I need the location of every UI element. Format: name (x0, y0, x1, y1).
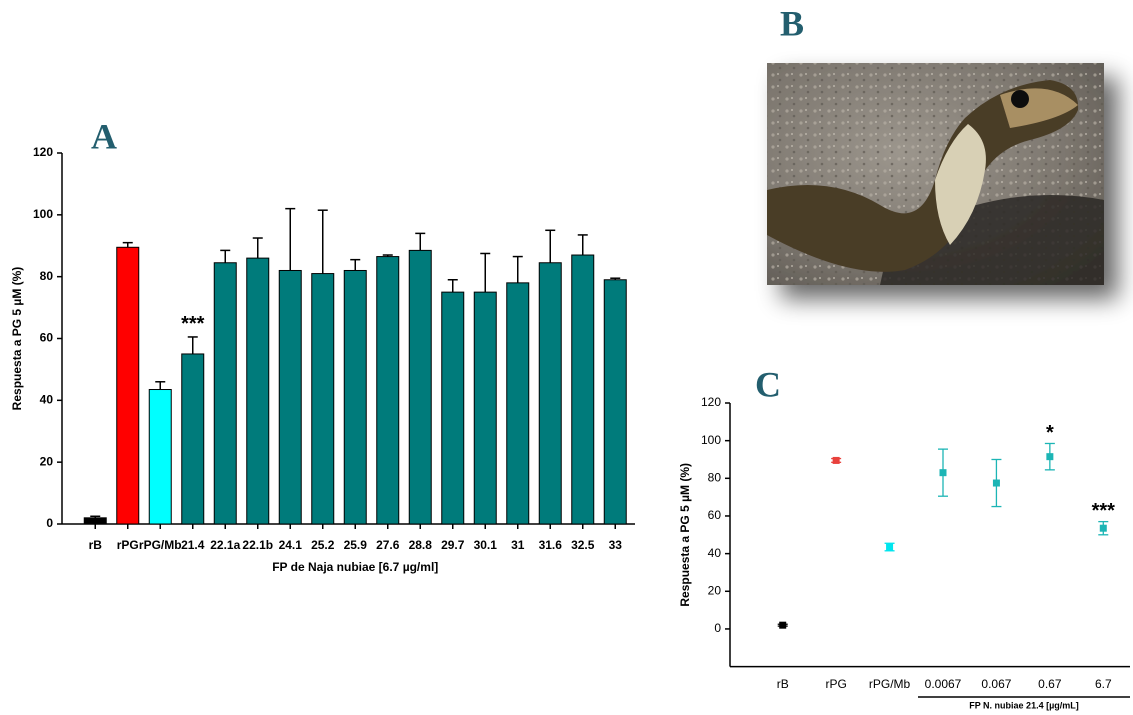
y-axis-label: Respuesta a PG 5 µM (%) (10, 267, 24, 411)
y-tick-label: 60 (708, 508, 722, 522)
x-tick-label: 22.1a (210, 538, 240, 552)
x-tick-label: 22.1b (242, 538, 273, 552)
photo (767, 63, 1104, 285)
x-tick-label: rB (777, 677, 789, 691)
x-tick-label: 24.1 (279, 538, 303, 552)
y-tick-label: 120 (701, 395, 721, 409)
x-tick-label: 31 (511, 538, 525, 552)
y-tick-label: 40 (708, 546, 722, 560)
bar (213, 262, 237, 525)
x-tick-label: 25.9 (344, 538, 368, 552)
y-tick-label: 80 (708, 470, 722, 484)
y-tick-label: 0 (714, 621, 721, 635)
point (1046, 453, 1054, 461)
y-tick-label: 40 (40, 393, 54, 407)
x-tick-label: 21.4 (181, 538, 205, 552)
x-tick-label: 33 (609, 538, 623, 552)
bar (473, 291, 497, 525)
y-tick-label: 100 (33, 207, 53, 221)
bar (311, 273, 335, 525)
y-tick-label: 80 (40, 269, 54, 283)
bar (343, 269, 367, 525)
annotation: * (1046, 422, 1054, 444)
x-tick-label: 28.8 (409, 538, 433, 552)
bar (538, 262, 562, 525)
annotation: *** (181, 313, 205, 335)
x-axis-label: FP N. nubiae 21.4 [µg/mL] (969, 700, 1079, 710)
bar (441, 291, 465, 525)
x-tick-label: 0.67 (1038, 677, 1062, 691)
x-tick-label: rPG/Mb (139, 538, 182, 552)
bar (571, 254, 595, 525)
y-tick-label: 100 (701, 433, 721, 447)
bar (83, 517, 107, 525)
y-tick-label: 20 (40, 454, 54, 468)
bar (376, 256, 400, 525)
point (832, 456, 840, 464)
panel-label: A (91, 116, 117, 156)
point (939, 469, 947, 477)
panel-label: C (755, 364, 781, 404)
bar (278, 269, 302, 525)
annotation: *** (1092, 500, 1116, 522)
point (779, 621, 787, 629)
x-tick-label: 27.6 (376, 538, 400, 552)
y-tick-label: 60 (40, 331, 54, 345)
x-tick-label: 6.7 (1095, 677, 1112, 691)
point (1099, 524, 1107, 532)
x-tick-label: 31.6 (539, 538, 563, 552)
x-tick-label: rPG/Mb (869, 677, 911, 691)
bar (506, 282, 530, 525)
x-tick-label: 30.1 (474, 538, 498, 552)
point (886, 543, 894, 551)
bar (148, 389, 172, 525)
x-tick-label: 32.5 (571, 538, 595, 552)
x-axis-label: FP de Naja nubiae [6.7 µg/ml] (272, 560, 438, 574)
x-tick-label: rB (89, 538, 103, 552)
x-tick-label: rPG (825, 677, 846, 691)
bar (246, 257, 270, 525)
x-tick-label: 0.0067 (925, 677, 962, 691)
bar (116, 246, 140, 525)
y-tick-label: 20 (708, 583, 722, 597)
y-axis-label: Respuesta a PG 5 µM (%) (678, 463, 692, 607)
point (992, 479, 1000, 487)
y-tick-label: 0 (46, 516, 53, 530)
x-tick-label: 0.067 (981, 677, 1011, 691)
x-tick-label: 25.2 (311, 538, 335, 552)
x-tick-label: 29.7 (441, 538, 465, 552)
x-tick-label: rPG (117, 538, 139, 552)
bar (408, 249, 432, 525)
y-tick-label: 120 (33, 145, 53, 159)
panel-label: B (780, 3, 804, 43)
bar (603, 279, 627, 525)
bar (181, 353, 205, 525)
